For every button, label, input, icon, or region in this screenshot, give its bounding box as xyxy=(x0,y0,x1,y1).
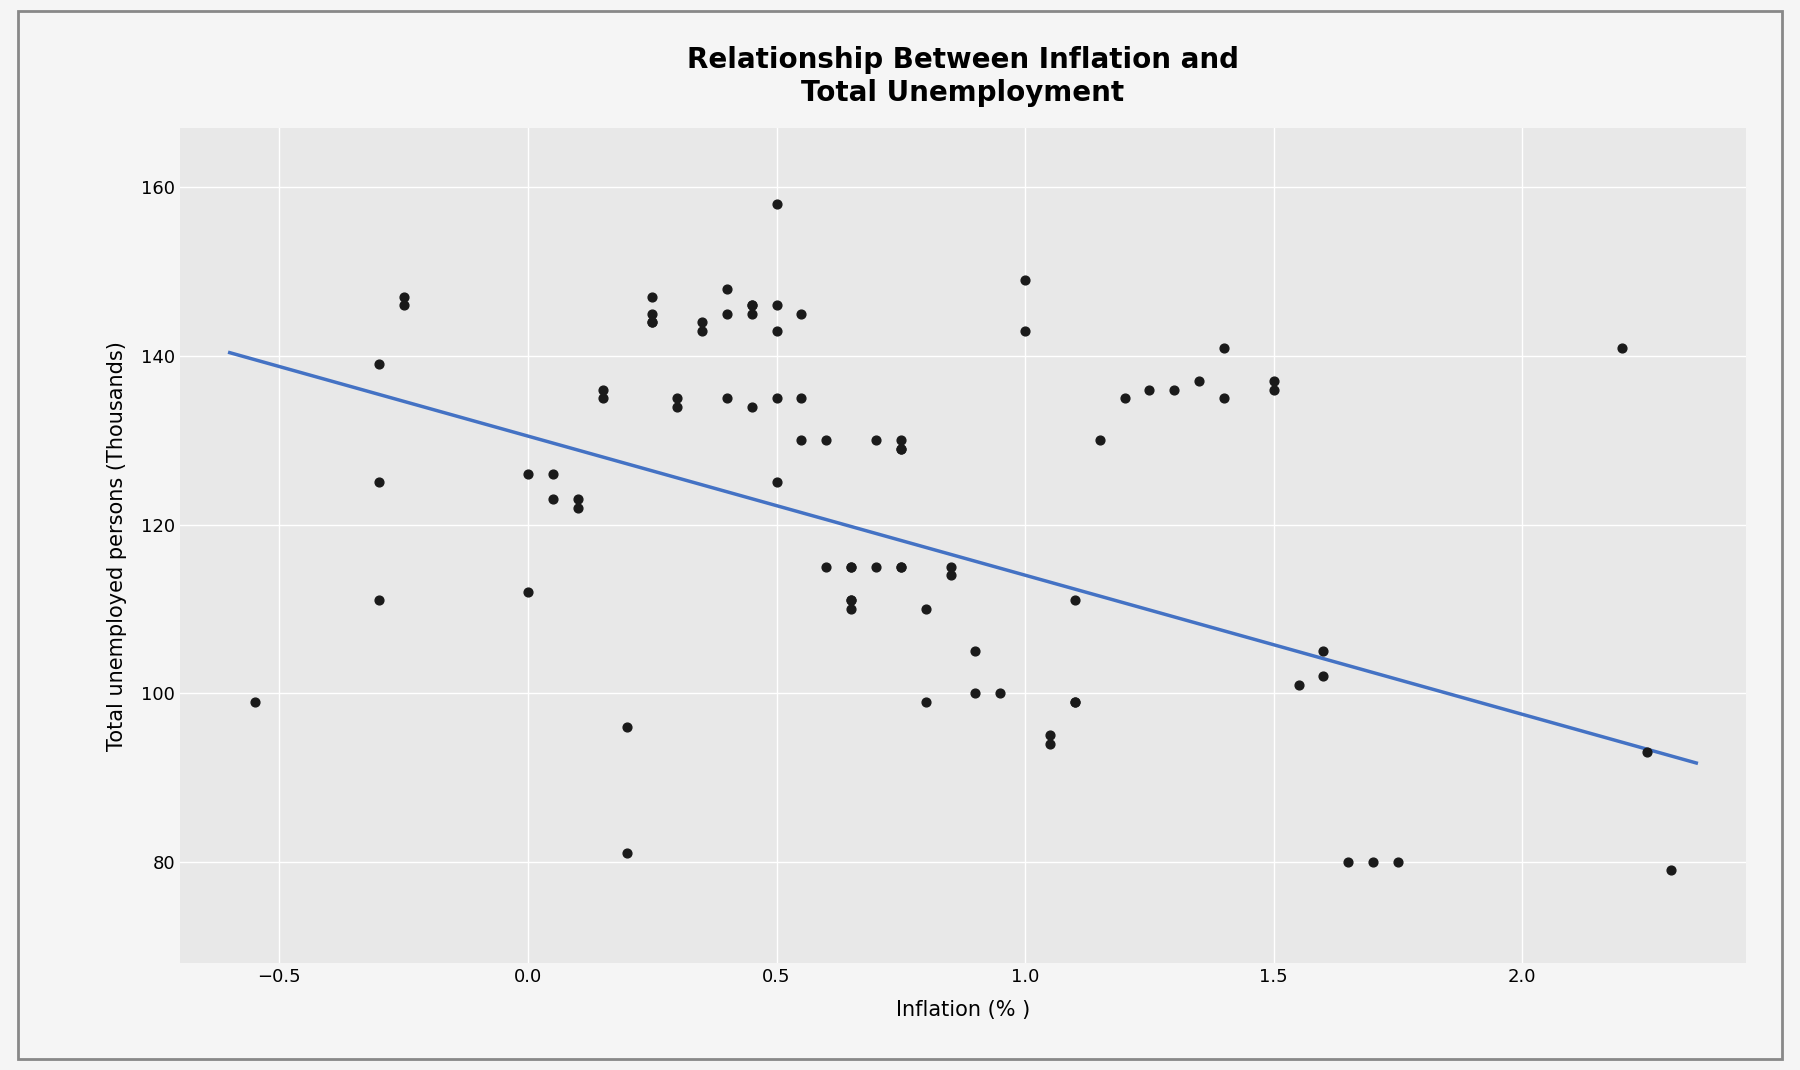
Point xyxy=(961,685,990,702)
Point xyxy=(1060,693,1089,710)
Point xyxy=(1607,339,1636,356)
Point xyxy=(862,432,891,449)
Point xyxy=(1210,389,1238,407)
Point xyxy=(761,196,790,213)
Point xyxy=(662,398,691,415)
Point xyxy=(662,389,691,407)
Point xyxy=(389,289,418,306)
Point xyxy=(1159,381,1188,398)
Point xyxy=(886,559,914,576)
Point xyxy=(1012,322,1040,339)
Point xyxy=(389,296,418,314)
Point xyxy=(738,296,767,314)
Point xyxy=(837,592,866,609)
Point xyxy=(837,600,866,617)
X-axis label: Inflation (% ): Inflation (% ) xyxy=(896,999,1030,1020)
Point xyxy=(1035,727,1064,744)
Point xyxy=(1260,372,1289,389)
Point xyxy=(637,305,666,322)
Point xyxy=(688,322,716,339)
Point xyxy=(563,491,592,508)
Point xyxy=(1658,861,1687,878)
Point xyxy=(538,465,567,483)
Point xyxy=(886,559,914,576)
Point xyxy=(1012,272,1040,289)
Point xyxy=(837,592,866,609)
Point xyxy=(738,398,767,415)
Point xyxy=(1035,735,1064,752)
Point xyxy=(738,305,767,322)
Point xyxy=(1283,676,1312,693)
Point xyxy=(1184,372,1213,389)
Point xyxy=(936,567,965,584)
Point xyxy=(761,474,790,491)
Y-axis label: Total unemployed persons (Thousands): Total unemployed persons (Thousands) xyxy=(108,340,128,751)
Point xyxy=(637,289,666,306)
Point xyxy=(364,356,392,373)
Point xyxy=(1633,744,1661,761)
Point xyxy=(787,432,815,449)
Point xyxy=(787,389,815,407)
Point xyxy=(513,583,542,600)
Point xyxy=(886,440,914,457)
Point xyxy=(761,322,790,339)
Point xyxy=(986,685,1015,702)
Point xyxy=(1085,432,1114,449)
Point xyxy=(713,305,742,322)
Point xyxy=(787,305,815,322)
Point xyxy=(961,642,990,659)
Point xyxy=(614,845,643,862)
Point xyxy=(513,465,542,483)
Point xyxy=(1359,853,1388,870)
Point xyxy=(1260,381,1289,398)
Point xyxy=(761,389,790,407)
Point xyxy=(911,693,940,710)
Point xyxy=(1384,853,1413,870)
Title: Relationship Between Inflation and
Total Unemployment: Relationship Between Inflation and Total… xyxy=(688,46,1238,107)
Point xyxy=(1309,668,1337,685)
Point xyxy=(738,296,767,314)
Point xyxy=(589,381,617,398)
Point xyxy=(713,389,742,407)
Point xyxy=(364,474,392,491)
Point xyxy=(812,559,841,576)
Point xyxy=(563,500,592,517)
Point xyxy=(637,314,666,331)
Point xyxy=(936,559,965,576)
Point xyxy=(1060,592,1089,609)
Point xyxy=(1210,339,1238,356)
Point xyxy=(761,296,790,314)
Point xyxy=(637,314,666,331)
Point xyxy=(886,440,914,457)
Point xyxy=(239,693,268,710)
Point xyxy=(1334,853,1363,870)
Point xyxy=(837,559,866,576)
Point xyxy=(1111,389,1139,407)
Point xyxy=(614,718,643,735)
Point xyxy=(911,600,940,617)
Point xyxy=(589,389,617,407)
Point xyxy=(1060,693,1089,710)
Point xyxy=(1309,642,1337,659)
Point xyxy=(364,592,392,609)
Point xyxy=(688,314,716,331)
Point xyxy=(862,559,891,576)
Point xyxy=(812,432,841,449)
Point xyxy=(538,491,567,508)
Point xyxy=(837,559,866,576)
Point xyxy=(886,432,914,449)
Point xyxy=(713,280,742,297)
Point xyxy=(1136,381,1165,398)
